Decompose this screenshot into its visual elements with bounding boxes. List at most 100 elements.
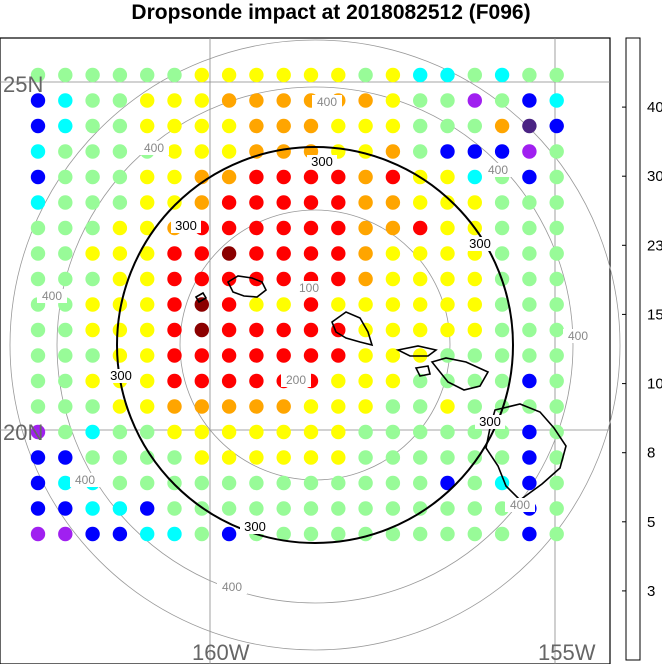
impact-dot — [303, 220, 319, 236]
impact-dot — [331, 450, 346, 465]
impact-dot — [112, 348, 128, 363]
colorbar-label: 15 — [647, 306, 662, 323]
colorbar-label: 3 — [647, 583, 655, 600]
contour-label-300: 300 — [110, 368, 132, 383]
impact-dot — [85, 297, 100, 312]
impact-dot — [221, 424, 237, 440]
impact-dot — [276, 195, 291, 210]
impact-dot — [167, 297, 182, 312]
impact-dot — [522, 220, 537, 236]
impact-dot — [30, 348, 46, 363]
impact-dot — [467, 93, 482, 108]
impact-dot — [303, 322, 319, 338]
impact-dot — [249, 220, 264, 236]
impact-dot — [467, 297, 482, 312]
impact-dot — [467, 450, 482, 465]
impact-dot — [385, 144, 401, 159]
impact-dot — [249, 93, 264, 108]
contour-label-400: 400 — [222, 580, 242, 594]
impact-dot — [413, 399, 428, 414]
impact-dot — [85, 526, 100, 542]
impact-dot — [522, 195, 537, 210]
impact-dot — [358, 424, 373, 440]
contour-label-300: 300 — [244, 519, 266, 534]
impact-dot — [549, 526, 564, 542]
impact-dot — [140, 399, 155, 414]
impact-dot — [58, 144, 73, 159]
impact-dot — [331, 169, 346, 185]
contour-label-400: 400 — [568, 329, 588, 343]
impact-dot — [30, 169, 46, 185]
impact-dot — [112, 501, 128, 516]
impact-dot — [112, 246, 128, 261]
impact-dot — [194, 373, 209, 389]
impact-dot — [413, 501, 428, 516]
impact-dot — [140, 246, 155, 261]
impact-dot — [549, 399, 564, 414]
impact-dot — [276, 271, 291, 287]
impact-dot — [303, 348, 319, 363]
impact-dot — [385, 475, 401, 491]
impact-dot — [331, 195, 346, 210]
impact-dot — [331, 297, 346, 312]
impact-dot — [85, 220, 100, 236]
contour-300 — [116, 146, 514, 544]
impact-dot — [440, 144, 455, 159]
impact-dot — [331, 526, 346, 542]
impact-dot — [85, 93, 100, 108]
impact-dot — [440, 475, 455, 491]
impact-dot — [358, 93, 373, 108]
ring-gray-far — [9, 39, 621, 651]
impact-dot — [249, 399, 264, 414]
colorbar-label: 30 — [647, 168, 662, 185]
impact-dot — [58, 424, 73, 440]
impact-dot — [413, 271, 428, 287]
impact-dot — [549, 144, 564, 159]
impact-dot — [58, 373, 73, 389]
contour-label-300-bg — [240, 520, 270, 534]
impact-dot — [85, 169, 100, 185]
impact-dot — [249, 67, 264, 83]
impact-dot — [276, 169, 291, 185]
impact-dot — [167, 144, 182, 159]
impact-dot — [467, 526, 482, 542]
impact-dot — [194, 399, 209, 414]
contour-label-400: 400 — [42, 289, 62, 303]
lon-label-160w: 160W — [192, 640, 250, 664]
impact-dot — [358, 348, 373, 363]
contour-label-200-bg — [281, 373, 311, 387]
impact-dot — [58, 93, 73, 108]
island-molokai — [395, 345, 438, 357]
contour-label-300-bg — [475, 415, 505, 429]
impact-dot — [58, 526, 73, 542]
impact-dot — [522, 450, 537, 465]
impact-dot — [58, 271, 73, 287]
contour-label-300: 300 — [479, 414, 501, 429]
impact-dot — [276, 475, 291, 491]
impact-dot — [167, 399, 182, 414]
impact-dot — [221, 67, 237, 83]
impact-dot — [167, 271, 182, 287]
impact-dot — [85, 118, 100, 134]
impact-dot — [30, 93, 46, 108]
impact-dot — [58, 501, 73, 516]
impact-dot — [549, 169, 564, 185]
impact-dot — [358, 399, 373, 414]
impact-dot — [440, 526, 455, 542]
impact-dot — [221, 169, 237, 185]
impact-dot — [385, 93, 401, 108]
impact-dot — [30, 67, 46, 83]
impact-dot — [385, 424, 401, 440]
impact-dot — [549, 93, 564, 108]
colorbar-label: 5 — [647, 514, 655, 531]
impact-dot — [58, 475, 73, 491]
contour-label-300-bg — [307, 155, 337, 169]
impact-dot — [221, 271, 237, 287]
impact-dot — [522, 297, 537, 312]
impact-dot — [494, 118, 510, 134]
impact-dot — [303, 399, 319, 414]
impact-dot — [413, 195, 428, 210]
contour-label-100: 100 — [299, 281, 319, 295]
impact-dot — [58, 399, 73, 414]
impact-dot — [167, 93, 182, 108]
